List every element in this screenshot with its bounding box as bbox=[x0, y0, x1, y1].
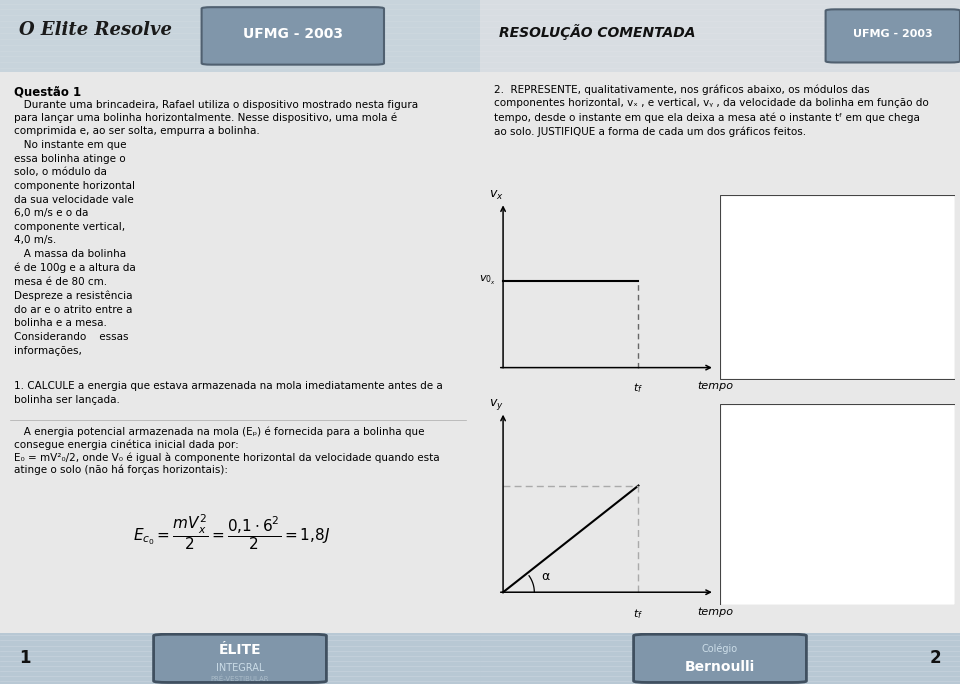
Text: ÉLITE: ÉLITE bbox=[219, 643, 261, 657]
Text: Não há forças horizontais,
logo a velocidade nesta direção
permanece constante.: Não há forças horizontais, logo a veloci… bbox=[734, 250, 908, 289]
Text: Durante uma brincadeira, Rafael utiliza o dispositivo mostrado nesta figura: Durante uma brincadeira, Rafael utiliza … bbox=[14, 100, 419, 110]
FancyBboxPatch shape bbox=[826, 10, 960, 62]
Text: tempo: tempo bbox=[697, 607, 732, 617]
Text: tempo: tempo bbox=[697, 381, 732, 391]
Text: $t_f$: $t_f$ bbox=[634, 607, 643, 621]
Text: Justificativa:: Justificativa: bbox=[734, 208, 813, 218]
Text: consegue energia cinética inicial dada por:: consegue energia cinética inicial dada p… bbox=[14, 439, 239, 449]
Text: Bernoulli: Bernoulli bbox=[684, 659, 756, 674]
Text: UFMG - 2003: UFMG - 2003 bbox=[853, 29, 932, 40]
FancyBboxPatch shape bbox=[720, 196, 955, 379]
Text: $v_{0_x}$: $v_{0_x}$ bbox=[479, 274, 496, 287]
Text: 1. CALCULE a energia que estava armazenada na mola imediatamente antes de a
boli: 1. CALCULE a energia que estava armazena… bbox=[14, 382, 443, 405]
Text: UFMG - 2003: UFMG - 2003 bbox=[243, 27, 343, 42]
FancyBboxPatch shape bbox=[634, 634, 806, 683]
Text: α: α bbox=[541, 570, 549, 583]
Text: RESOLUÇÃO COMENTADA: RESOLUÇÃO COMENTADA bbox=[499, 24, 696, 40]
Text: A única força que atua na
vertical é o peso, assim, a
bolinha possui uma acelera: A única força que atua na vertical é o p… bbox=[734, 444, 912, 527]
FancyBboxPatch shape bbox=[154, 634, 326, 683]
Text: 2: 2 bbox=[929, 649, 941, 668]
Text: $v_x$: $v_x$ bbox=[489, 189, 503, 202]
Text: Questão 1: Questão 1 bbox=[14, 86, 82, 99]
FancyBboxPatch shape bbox=[720, 404, 955, 605]
Text: E₀ = mV²₀/2, onde V₀ é igual à componente horizontal da velocidade quando esta: E₀ = mV²₀/2, onde V₀ é igual à component… bbox=[14, 452, 440, 462]
Text: para lançar uma bolinha horizontalmente. Nesse dispositivo, uma mola é: para lançar uma bolinha horizontalmente.… bbox=[14, 113, 397, 123]
Text: Justificativa:: Justificativa: bbox=[734, 412, 813, 421]
Text: PRÉ-VESTIBULAR: PRÉ-VESTIBULAR bbox=[211, 676, 269, 682]
FancyBboxPatch shape bbox=[202, 8, 384, 64]
Text: comprimida e, ao ser solta, empurra a bolinha.: comprimida e, ao ser solta, empurra a bo… bbox=[14, 126, 260, 135]
Text: $v_y$: $v_y$ bbox=[489, 397, 503, 412]
Text: 1: 1 bbox=[19, 649, 31, 668]
Text: A energia potencial armazenada na mola (Eₚ) é fornecida para a bolinha que: A energia potencial armazenada na mola (… bbox=[14, 426, 424, 437]
Text: O Elite Resolve: O Elite Resolve bbox=[19, 21, 172, 39]
Text: $E_{c_0} = \dfrac{mV_x^2}{2} = \dfrac{0{,}1 \cdot 6^2}{2} = 1{,}8J$: $E_{c_0} = \dfrac{mV_x^2}{2} = \dfrac{0{… bbox=[133, 512, 330, 552]
Text: Colégio: Colégio bbox=[702, 644, 738, 655]
Text: 2.  REPRESENTE, qualitativamente, nos gráficos abaixo, os módulos das
componente: 2. REPRESENTE, qualitativamente, nos grá… bbox=[494, 84, 929, 137]
Text: $t_f$: $t_f$ bbox=[634, 381, 643, 395]
Text: No instante em que
essa bolinha atinge o
solo, o módulo da
componente horizontal: No instante em que essa bolinha atinge o… bbox=[14, 140, 136, 356]
Text: atinge o solo (não há forças horizontais):: atinge o solo (não há forças horizontais… bbox=[14, 465, 228, 475]
Text: INTEGRAL: INTEGRAL bbox=[216, 663, 264, 672]
